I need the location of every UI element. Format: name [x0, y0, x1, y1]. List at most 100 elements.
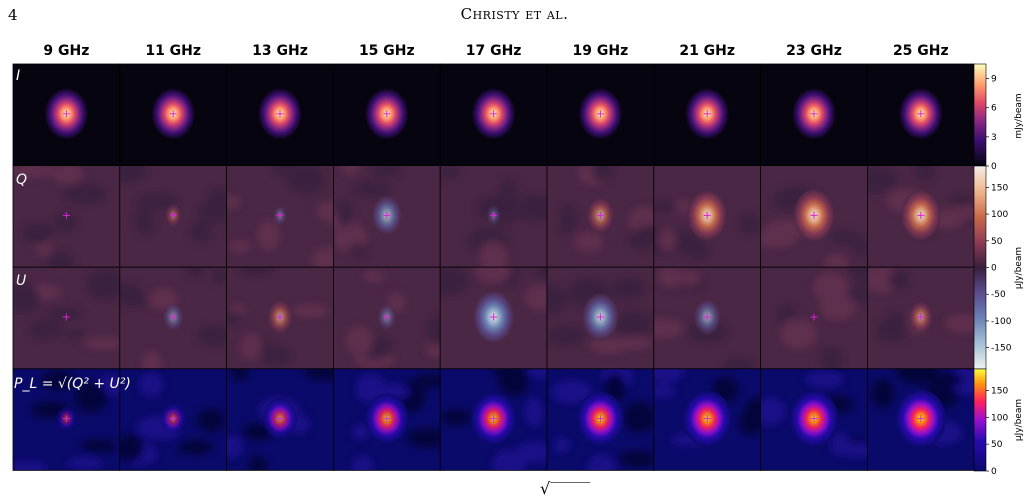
panel-P-5 — [546, 368, 655, 471]
position-marker — [169, 313, 177, 321]
panel-I-2 — [226, 63, 334, 166]
position-marker — [490, 110, 498, 118]
panel-I-8 — [867, 63, 975, 166]
panel-P-0 — [12, 368, 121, 471]
position-marker — [169, 415, 177, 423]
panel-P-3 — [332, 368, 441, 471]
colorbar-tick: -50 — [991, 290, 1006, 300]
panel-P-6 — [653, 368, 761, 471]
frequency-label: 15 GHz — [359, 43, 415, 59]
colorbar-ticks: 9 6 3 0 150 100 50 0 -50 -100 -150 150 100 50 0 — [986, 75, 1012, 477]
colorbar-PL — [973, 368, 987, 472]
position-marker — [596, 110, 604, 118]
colorbar-I — [973, 63, 987, 167]
formula-fragment: √‾‾‾‾‾ — [540, 479, 590, 498]
panel-P-1 — [119, 368, 228, 471]
position-marker — [810, 313, 818, 321]
panel-Q-2 — [226, 165, 334, 268]
panel-Q-8 — [867, 165, 975, 268]
position-marker — [810, 415, 818, 423]
colorbar-QU — [973, 165, 987, 370]
panel-P-8 — [867, 368, 975, 471]
panel-Q-3 — [332, 165, 441, 268]
panel-P-2 — [226, 368, 334, 471]
colorbar-tick: 0 — [991, 467, 997, 477]
panel-I-1 — [119, 63, 228, 166]
panel-U-1 — [119, 266, 228, 370]
row-label-PL: P_L = √(Q² + U²) — [14, 376, 131, 392]
panel-I-4 — [439, 63, 548, 166]
position-marker — [490, 415, 498, 423]
colorbar-tick: 100 — [991, 413, 1008, 423]
position-marker — [383, 211, 391, 219]
panel-U-4 — [439, 266, 548, 370]
running-head: Christy et al. — [460, 5, 569, 23]
position-marker — [276, 211, 284, 219]
position-marker — [62, 415, 70, 423]
panel-P-7 — [760, 368, 868, 471]
panel-U-0 — [12, 266, 121, 370]
frequency-label: 23 GHz — [786, 43, 842, 59]
panel-Q-4 — [439, 165, 548, 268]
panel-I-7 — [760, 63, 868, 166]
panel-U-6 — [653, 266, 761, 370]
panel-I-6 — [653, 63, 761, 166]
colorbar-tick: 9 — [991, 75, 997, 85]
position-marker — [917, 415, 925, 423]
frequency-label: 25 GHz — [893, 43, 949, 59]
panel-U-8 — [867, 266, 975, 370]
colorbar-QU-label: μJy/beam — [1014, 247, 1024, 289]
panel-Q-5 — [546, 165, 655, 268]
frequency-label: 17 GHz — [466, 43, 522, 59]
frequency-labels: 9 GHz 11 GHz 13 GHz 15 GHz 17 GHz 19 GHz 21 GH… — [43, 43, 948, 59]
row-label-Q: Q — [16, 172, 27, 188]
position-marker — [62, 110, 70, 118]
panel-I-5 — [546, 63, 655, 166]
position-marker — [276, 313, 284, 321]
frequency-label: 21 GHz — [679, 43, 735, 59]
position-marker — [917, 110, 925, 118]
colorbar-tick: -150 — [991, 344, 1012, 354]
frequency-label: 13 GHz — [252, 43, 308, 59]
panel-U-5 — [546, 266, 655, 370]
colorbar-tick: 0 — [991, 162, 997, 172]
panel-Q-6 — [653, 165, 761, 268]
colorbar-tick: 6 — [991, 104, 997, 114]
position-marker — [596, 211, 604, 219]
position-marker — [596, 415, 604, 423]
panel-U-2 — [226, 266, 334, 370]
panel-U-7 — [760, 266, 868, 370]
position-marker — [169, 211, 177, 219]
position-marker — [383, 415, 391, 423]
colorbar-tick: 50 — [991, 237, 1003, 247]
colorbar-tick: 100 — [991, 210, 1008, 220]
position-marker — [703, 313, 711, 321]
position-marker — [596, 313, 604, 321]
colorbar-tick: 3 — [991, 133, 997, 143]
colorbar-tick: 150 — [991, 386, 1008, 396]
colorbar-I-label: mJy/beam — [1014, 93, 1024, 138]
position-marker — [383, 110, 391, 118]
position-marker — [810, 211, 818, 219]
position-marker — [62, 211, 70, 219]
panel-U-3 — [332, 266, 441, 370]
panel-Q-1 — [119, 165, 228, 268]
panel-P-4 — [439, 368, 548, 471]
colorbar-tick: 0 — [991, 264, 997, 274]
page-number: 4 — [8, 6, 18, 24]
colorbars — [973, 63, 987, 472]
frequency-label: 19 GHz — [573, 43, 629, 59]
colorbar-tick: -100 — [991, 317, 1012, 327]
position-marker — [383, 313, 391, 321]
position-marker — [62, 313, 70, 321]
position-marker — [917, 313, 925, 321]
panel-Q-0 — [12, 165, 121, 268]
position-marker — [276, 415, 284, 423]
position-marker — [703, 211, 711, 219]
panel-Q-7 — [760, 165, 868, 268]
row-label-U: U — [16, 273, 26, 289]
position-marker — [810, 110, 818, 118]
position-marker — [276, 110, 284, 118]
position-marker — [703, 415, 711, 423]
